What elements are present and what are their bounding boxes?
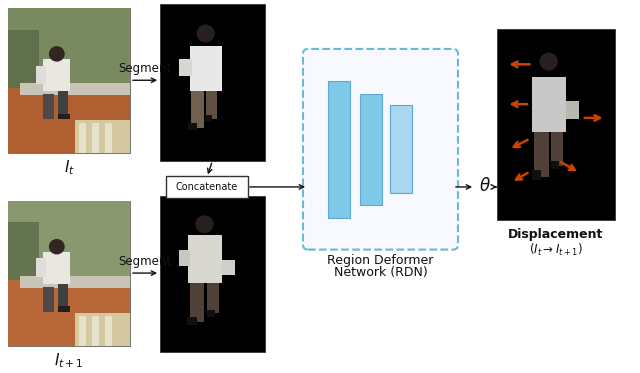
- Bar: [58, 307, 70, 312]
- Text: Segment: Segment: [118, 255, 172, 268]
- Text: Network (RDN): Network (RDN): [333, 266, 428, 279]
- Bar: [20, 83, 130, 95]
- Bar: [8, 88, 130, 153]
- Bar: [8, 8, 130, 153]
- Bar: [105, 316, 113, 345]
- Circle shape: [540, 53, 558, 70]
- Bar: [190, 46, 221, 91]
- Text: Region Deformer: Region Deformer: [327, 254, 434, 267]
- Bar: [58, 280, 68, 312]
- Bar: [79, 316, 86, 345]
- Bar: [497, 29, 615, 220]
- Bar: [188, 317, 197, 325]
- Bar: [532, 170, 541, 180]
- Circle shape: [195, 215, 214, 233]
- Bar: [20, 276, 130, 288]
- Text: $(I_t \rightarrow I_{t+1})$: $(I_t \rightarrow I_{t+1})$: [529, 242, 583, 258]
- Bar: [8, 280, 130, 345]
- Circle shape: [49, 46, 65, 62]
- Bar: [8, 201, 130, 280]
- Bar: [550, 160, 559, 169]
- Bar: [328, 81, 350, 218]
- Bar: [205, 91, 217, 119]
- Bar: [75, 120, 130, 153]
- Bar: [8, 201, 130, 345]
- Bar: [44, 252, 70, 284]
- Bar: [58, 114, 70, 119]
- Text: Concatenate: Concatenate: [176, 182, 238, 192]
- Text: Displacement: Displacement: [508, 228, 604, 241]
- Bar: [44, 59, 70, 91]
- Bar: [532, 77, 566, 132]
- Bar: [207, 310, 215, 317]
- FancyBboxPatch shape: [166, 176, 248, 198]
- Bar: [160, 4, 265, 160]
- Bar: [160, 196, 265, 352]
- Bar: [188, 123, 197, 131]
- Bar: [79, 123, 86, 153]
- Circle shape: [196, 25, 215, 43]
- Bar: [550, 132, 563, 166]
- Bar: [179, 250, 190, 266]
- Bar: [360, 94, 382, 205]
- Bar: [188, 235, 221, 283]
- Bar: [191, 91, 204, 128]
- Bar: [390, 105, 412, 193]
- Text: $I_t$: $I_t$: [63, 159, 74, 177]
- Bar: [92, 123, 99, 153]
- Bar: [221, 260, 235, 275]
- Bar: [58, 88, 68, 119]
- Bar: [205, 115, 212, 122]
- Bar: [207, 283, 219, 313]
- Bar: [75, 313, 130, 345]
- Text: $\theta$: $\theta$: [479, 177, 491, 195]
- Bar: [190, 283, 204, 322]
- Bar: [44, 287, 54, 312]
- Circle shape: [49, 239, 65, 254]
- Text: $I_{t+1}$: $I_{t+1}$: [54, 351, 84, 370]
- Bar: [534, 132, 548, 177]
- Text: Segment: Segment: [118, 62, 172, 75]
- Bar: [92, 316, 99, 345]
- Bar: [36, 66, 46, 84]
- Bar: [105, 123, 113, 153]
- Bar: [36, 258, 46, 277]
- Bar: [8, 8, 130, 88]
- Bar: [44, 94, 54, 119]
- Bar: [8, 29, 38, 88]
- Bar: [8, 222, 38, 280]
- FancyBboxPatch shape: [303, 49, 458, 250]
- Bar: [566, 101, 579, 119]
- Bar: [179, 59, 192, 76]
